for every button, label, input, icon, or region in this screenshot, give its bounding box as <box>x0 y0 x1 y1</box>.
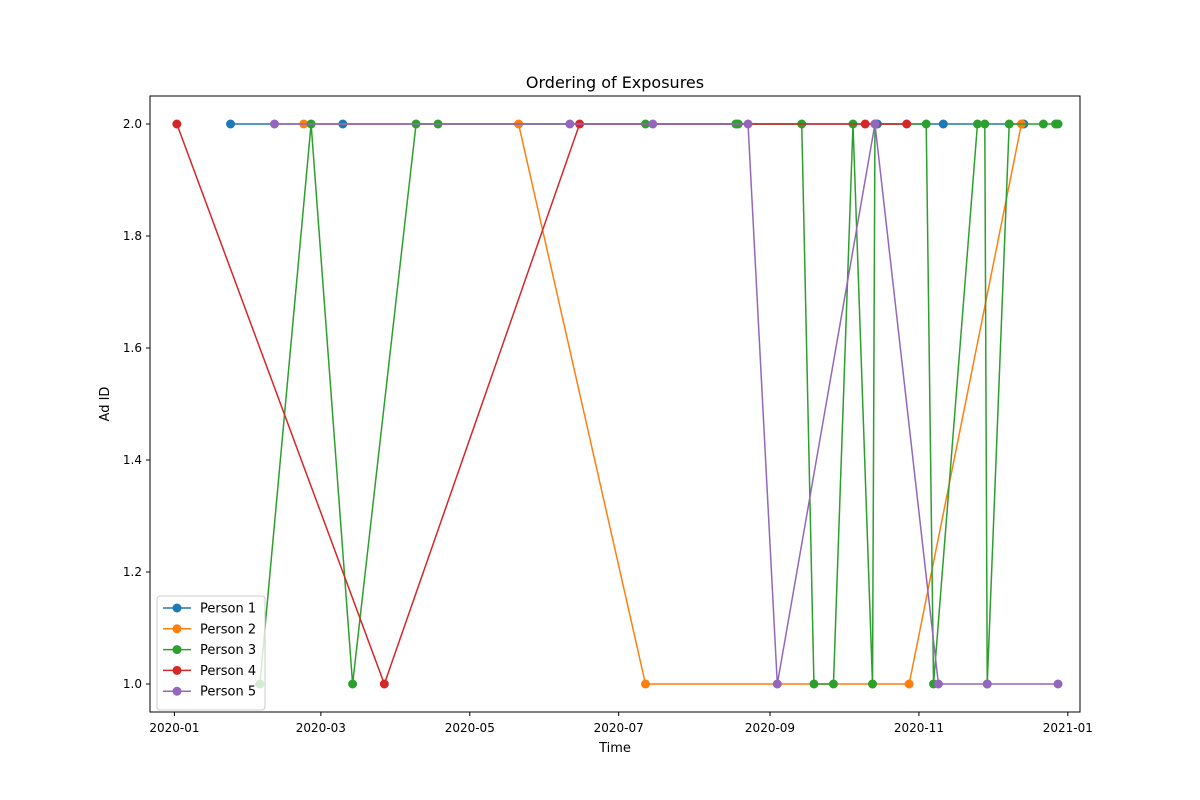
y-tick-label: 1.4 <box>123 453 142 467</box>
data-point <box>172 119 182 129</box>
legend-marker <box>172 665 182 675</box>
x-tick-label: 2021-01 <box>1043 721 1093 735</box>
x-tick-label: 2020-11 <box>894 721 944 735</box>
x-tick-label: 2020-09 <box>745 721 795 735</box>
x-tick-label: 2020-07 <box>594 721 644 735</box>
legend-label: Person 2 <box>200 622 256 637</box>
legend-marker <box>172 645 182 655</box>
data-point <box>860 119 870 129</box>
y-tick-label: 1.6 <box>123 341 142 355</box>
y-tick-label: 1.0 <box>123 677 142 691</box>
data-point <box>870 119 880 129</box>
x-tick-label: 2020-01 <box>149 721 199 735</box>
data-point <box>641 679 651 689</box>
legend-box <box>156 595 266 711</box>
legend-marker <box>172 624 182 634</box>
y-tick-label: 1.8 <box>123 229 142 243</box>
y-axis-label: Ad ID <box>98 387 113 422</box>
x-tick-label: 2020-03 <box>296 721 346 735</box>
legend-item: Person 5 <box>163 685 256 700</box>
legend-marker <box>172 686 182 696</box>
y-tick-label: 1.2 <box>123 565 142 579</box>
data-point <box>972 119 982 129</box>
data-point <box>980 119 990 129</box>
y-axis: 1.0 1.2 1.4 1.6 1.8 2.0 <box>123 117 150 691</box>
data-point <box>921 119 931 129</box>
chart-title: Ordering of Exposures <box>526 73 704 92</box>
data-point <box>933 679 943 689</box>
x-tick-label: 2020-05 <box>445 721 495 735</box>
legend-item: Person 1 <box>163 602 256 617</box>
legend-label: Person 3 <box>200 643 256 658</box>
legend-label: Person 5 <box>200 685 256 700</box>
legend-label: Person 4 <box>200 664 256 679</box>
x-axis: 2020-01 2020-03 2020-05 2020-07 2020-09 2020-… <box>149 712 1093 735</box>
data-point <box>868 679 878 689</box>
data-point <box>938 119 948 129</box>
data-point <box>828 679 838 689</box>
data-point <box>809 679 819 689</box>
data-point <box>648 119 658 129</box>
data-point <box>565 119 575 129</box>
data-point <box>1038 119 1048 129</box>
legend-item: Person 3 <box>163 643 256 658</box>
y-tick-label: 2.0 <box>123 117 142 131</box>
data-point <box>379 679 389 689</box>
legend-item: Person 2 <box>163 622 256 637</box>
data-point <box>348 679 358 689</box>
legend: Person 1 Person 2 Person 3 Person 4 Person 5 <box>156 595 266 711</box>
data-point <box>902 119 912 129</box>
data-point <box>1053 679 1063 689</box>
data-point <box>743 119 753 129</box>
plot-frame <box>149 95 1081 713</box>
legend-label: Person 1 <box>200 602 256 617</box>
data-point <box>1004 119 1014 129</box>
series-5 <box>269 119 1063 689</box>
data-point <box>269 119 279 129</box>
data-point <box>1053 119 1063 129</box>
x-axis-label: Time <box>598 741 631 756</box>
legend-item: Person 4 <box>163 664 256 679</box>
data-point <box>772 679 782 689</box>
legend-marker <box>172 603 182 613</box>
data-point <box>904 679 914 689</box>
series-layer <box>172 119 1063 689</box>
data-point <box>226 119 236 129</box>
data-point <box>982 679 992 689</box>
